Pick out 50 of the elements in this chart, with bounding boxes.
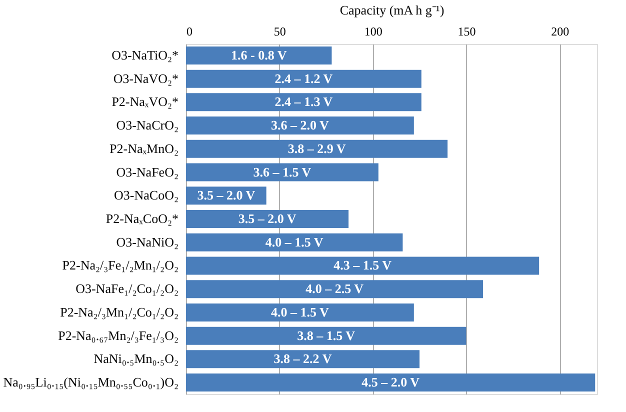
annotation: 3.8 – 2.9 V — [288, 140, 346, 156]
bar — [186, 116, 414, 135]
x-tick-label: 150 — [458, 24, 476, 38]
y-tick-label: O3-NaCoO₂ — [114, 188, 178, 203]
annotation: 3.8 – 1.5 V — [297, 328, 356, 343]
y-tick-label: P2-NaₓMnO₂ — [110, 140, 178, 156]
y-tick-label: O3-NaCrO₂ — [116, 118, 178, 133]
annotation: 3.8 – 2.2 V — [274, 351, 332, 366]
y-tick-label: O3-NaNiO₂ — [116, 234, 178, 250]
y-tick-label: O3-NaFe₁/₂Co₁/₂O₂ — [76, 281, 178, 296]
annotation: 3.5 – 2.0 V — [238, 211, 297, 226]
annotation: 4.3 – 1.5 V — [334, 258, 392, 273]
bar — [186, 350, 420, 368]
bar — [186, 163, 378, 182]
bar — [186, 326, 466, 345]
annotation: 2.4 – 1.2 V — [274, 70, 334, 86]
annotation: 3.6 – 2.0 V — [271, 118, 330, 133]
bar — [186, 70, 422, 88]
y-tick-label: P2-NaₓVO₂* — [112, 94, 178, 110]
y-tick-label: O3-NaFeO₂ — [116, 164, 178, 180]
bar — [186, 140, 448, 158]
bar — [186, 46, 332, 64]
x-tick-label: 50 — [274, 24, 286, 38]
y-tick-label: P2-Na₀.₆₇Mn₂/₃Fe₁/₃O₂ — [58, 328, 178, 343]
bar — [186, 210, 349, 228]
y-tick-label: Na₀.₉₅Li₀.₁₅(Ni₀.₁₅Mn₀.₅₅Co₀.₁)O₂ — [3, 374, 178, 390]
annotation: 4.0 – 1.5 V — [265, 234, 324, 250]
annotation: 3.5 – 2.0 V — [197, 188, 256, 203]
x-tick-label: 200 — [551, 24, 570, 38]
bar — [186, 303, 414, 322]
y-tick-label: P2-Na₂/₃Fe₁/₂Mn₁/₂O₂ — [62, 258, 178, 273]
bar — [186, 374, 596, 392]
y-tick-label: O3-NaTiO₂* — [112, 47, 178, 62]
y-tick-label: P2-NaₓCoO₂* — [106, 211, 178, 226]
y-tick-label: O3-NaVO₂* — [113, 70, 178, 86]
bar — [186, 233, 403, 252]
y-tick-label: NaNi₀.₅Mn₀.₅O₂ — [94, 351, 178, 366]
annotation: 2.4 – 1.3 V — [274, 94, 334, 110]
annotation: 4.0 – 1.5 V — [271, 304, 330, 320]
x-tick-label: 0 — [186, 24, 192, 38]
x-tick-label: 100 — [364, 24, 382, 38]
annotation: 3.6 – 1.5 V — [253, 164, 312, 180]
bar — [186, 93, 422, 112]
y-tick-label: P2-Na₂/₃Mn₁/₂Co₁/₂O₂ — [60, 304, 178, 320]
bar — [186, 280, 484, 298]
annotation: 4.0 – 2.5 V — [306, 281, 364, 296]
x-axis-title: Capacity (mA h g⁻¹) — [340, 2, 444, 18]
annotation: 1.6 - 0.8 V — [230, 47, 288, 62]
annotation: 4.5 – 2.0 V — [362, 374, 420, 390]
bar — [186, 256, 540, 275]
